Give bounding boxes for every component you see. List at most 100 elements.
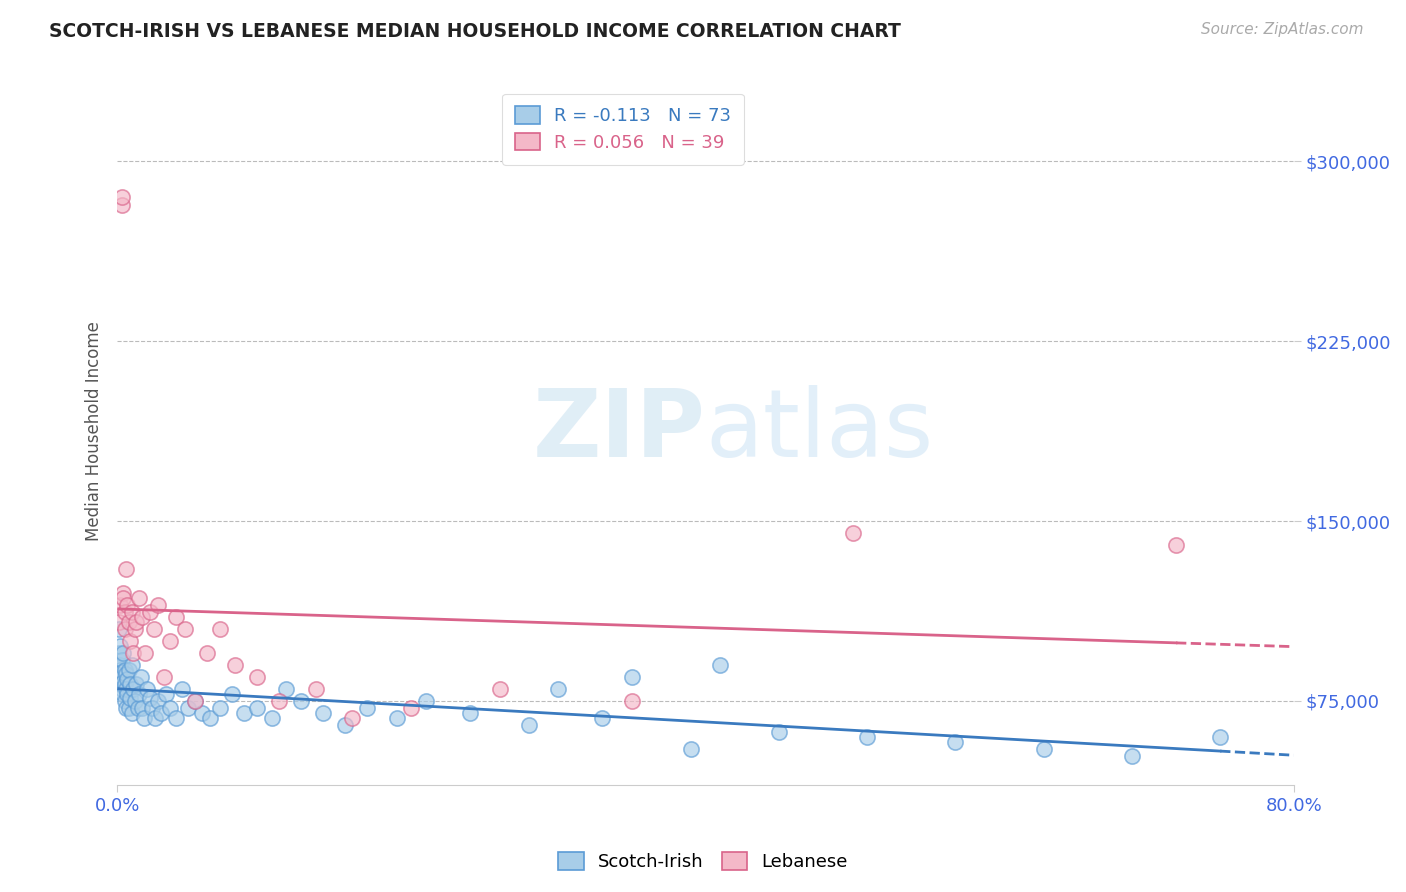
Point [458, 706, 481, 720]
Point [120, 691, 142, 706]
Point [117, 598, 139, 612]
Point [517, 718, 540, 732]
Point [1209, 730, 1232, 744]
Point [153, 670, 176, 684]
Point [547, 681, 569, 696]
Point [184, 694, 207, 708]
Point [165, 711, 187, 725]
Point [198, 711, 221, 725]
Point [177, 701, 200, 715]
Point [115, 667, 138, 681]
Point [1121, 749, 1143, 764]
Point [224, 657, 246, 672]
Point [117, 687, 139, 701]
Point [108, 598, 131, 612]
Point [125, 677, 148, 691]
Point [115, 701, 138, 715]
Point [135, 681, 157, 696]
Point [150, 706, 173, 720]
Point [128, 591, 150, 605]
Legend: R = -0.113   N = 73, R = 0.056   N = 39: R = -0.113 N = 73, R = 0.056 N = 39 [502, 94, 744, 164]
Point [209, 701, 232, 715]
Point [118, 663, 141, 677]
Point [127, 701, 149, 715]
Text: atlas: atlas [706, 385, 934, 477]
Point [679, 741, 702, 756]
Point [195, 646, 218, 660]
Point [122, 681, 145, 696]
Point [333, 718, 356, 732]
Point [129, 670, 152, 684]
Point [110, 681, 132, 696]
Point [191, 706, 214, 720]
Point [1032, 741, 1054, 756]
Point [159, 701, 181, 715]
Point [114, 605, 136, 619]
Point [170, 681, 193, 696]
Text: Source: ZipAtlas.com: Source: ZipAtlas.com [1201, 22, 1364, 37]
Point [122, 646, 145, 660]
Point [148, 598, 170, 612]
Point [488, 681, 510, 696]
Point [356, 701, 378, 715]
Point [110, 670, 132, 684]
Point [114, 694, 136, 708]
Point [110, 197, 132, 211]
Point [131, 610, 153, 624]
Text: SCOTCH-IRISH VS LEBANESE MEDIAN HOUSEHOLD INCOME CORRELATION CHART: SCOTCH-IRISH VS LEBANESE MEDIAN HOUSEHOL… [49, 22, 901, 41]
Point [592, 711, 614, 725]
Point [841, 526, 863, 541]
Point [110, 665, 132, 679]
Point [209, 622, 232, 636]
Point [267, 694, 290, 708]
Point [856, 730, 879, 744]
Point [260, 711, 283, 725]
Point [114, 663, 136, 677]
Point [121, 605, 143, 619]
Point [155, 687, 177, 701]
Point [141, 701, 163, 715]
Point [620, 694, 643, 708]
Point [173, 622, 195, 636]
Point [120, 633, 142, 648]
Point [124, 622, 146, 636]
Point [107, 622, 129, 636]
Point [221, 687, 243, 701]
Point [142, 622, 165, 636]
Point [114, 622, 136, 636]
Point [246, 670, 269, 684]
Point [312, 706, 335, 720]
Point [112, 646, 135, 660]
Point [342, 711, 364, 725]
Point [131, 701, 153, 715]
Point [112, 674, 135, 689]
Point [115, 562, 138, 576]
Point [118, 701, 141, 715]
Point [415, 694, 437, 708]
Point [121, 657, 143, 672]
Point [305, 681, 328, 696]
Point [148, 694, 170, 708]
Point [232, 706, 254, 720]
Point [108, 639, 131, 653]
Point [165, 610, 187, 624]
Point [112, 586, 135, 600]
Point [768, 725, 790, 739]
Point [112, 591, 135, 605]
Point [121, 706, 143, 720]
Point [184, 694, 207, 708]
Point [107, 646, 129, 660]
Point [110, 190, 132, 204]
Point [120, 677, 142, 691]
Point [124, 694, 146, 708]
Point [115, 681, 138, 696]
Point [138, 605, 160, 619]
Point [401, 701, 423, 715]
Point [108, 663, 131, 677]
Point [132, 711, 155, 725]
Point [290, 694, 312, 708]
Point [114, 677, 136, 691]
Point [107, 615, 129, 629]
Point [138, 691, 160, 706]
Point [117, 672, 139, 686]
